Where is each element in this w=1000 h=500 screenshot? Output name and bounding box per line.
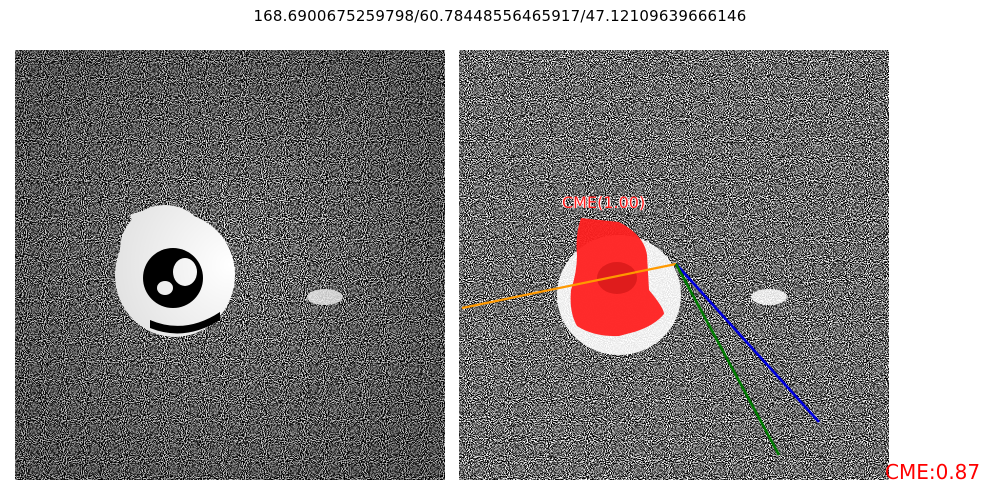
- green-track-line: [674, 263, 781, 456]
- right-image-panel: [459, 50, 889, 480]
- right-difference-image: [459, 50, 889, 480]
- left-image-panel: [15, 50, 445, 480]
- figure-title: 168.6900675259798/60.78448556465917/47.1…: [253, 7, 747, 25]
- orange-track-line: [461, 262, 677, 310]
- cme-score-label: CME:0.87: [885, 460, 981, 484]
- blue-track-line: [675, 263, 820, 423]
- left-difference-image: [15, 50, 445, 480]
- cme-inline-label: CME(1.00): [562, 193, 646, 212]
